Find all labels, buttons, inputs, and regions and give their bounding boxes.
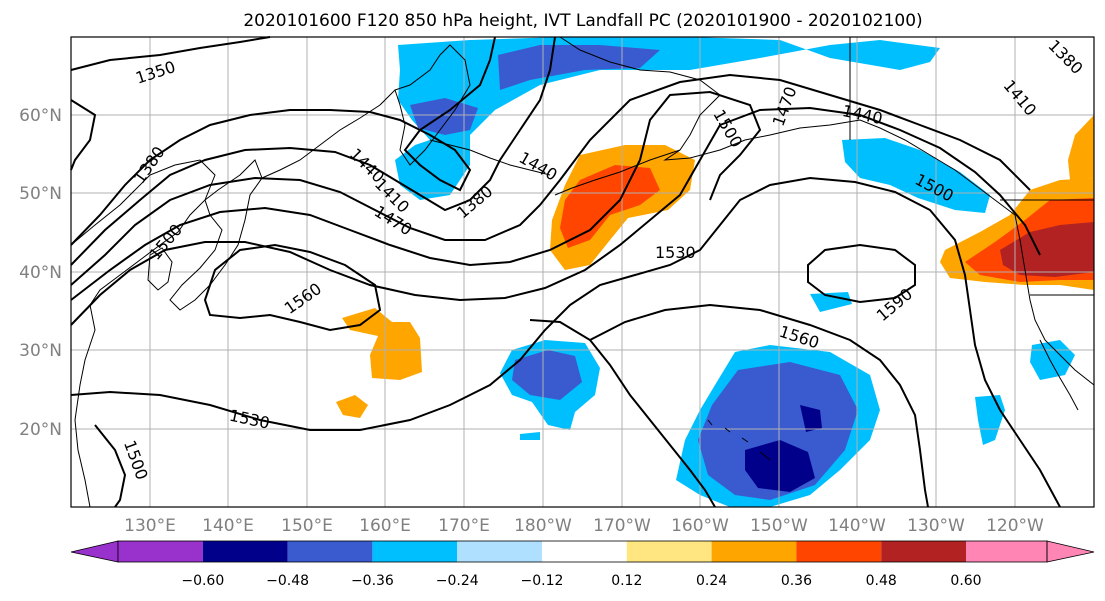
colorbar-tick-4: −0.24 — [436, 573, 479, 589]
colorbar-bin-3 — [287, 541, 373, 562]
lon-label-130w: 130°W — [907, 516, 965, 536]
neg-region-gulf-alaska — [842, 138, 990, 213]
contour-1350 — [70, 36, 271, 71]
colorbar-tick-10: 0.60 — [950, 573, 981, 589]
colorbar: −0.60 −0.48 −0.36 −0.24 −0.12 0.12 0.24 … — [70, 540, 1095, 589]
pos-region-bering-core — [560, 165, 660, 248]
coastline-hawaii — [707, 419, 771, 461]
neg-region-dateline-dark — [512, 350, 582, 400]
colorbar-extend-min — [70, 540, 119, 563]
pos-region-canada — [1068, 115, 1094, 180]
lon-label-150e: 150°E — [281, 516, 333, 536]
height-contours — [70, 36, 1061, 508]
colorbar-bin-9 — [796, 541, 882, 562]
ivt-shading — [336, 37, 1094, 507]
lat-label-50n: 50°N — [19, 184, 62, 204]
colorbar-bin-10 — [881, 541, 966, 562]
lon-label-170e: 170°E — [438, 516, 490, 536]
colorbar-frame — [117, 540, 1048, 563]
lat-label-60n: 60°N — [19, 106, 62, 126]
colorbar-extend-max — [1046, 540, 1095, 563]
neg-region-north-hawaii — [810, 292, 852, 312]
contour-1530 — [70, 176, 1061, 508]
map-frame — [70, 36, 1095, 508]
coastline-east-asia — [70, 159, 216, 508]
coastline-alaska-peninsula — [554, 149, 681, 196]
contour-label-19: 1530 — [655, 243, 696, 262]
lon-label-140w: 140°W — [828, 516, 886, 536]
lat-label-40n: 40°N — [19, 263, 62, 283]
colorbar-tick-9: 0.48 — [866, 573, 897, 589]
contour-1500 — [70, 106, 1041, 326]
neg-region-hawaii-dark — [745, 440, 815, 492]
figure-title: 2020101600 F120 850 hPa height, IVT Land… — [243, 11, 922, 31]
contour-1380 — [70, 36, 496, 246]
colorbar-bin-8 — [711, 541, 797, 562]
colorbar-bin-2 — [202, 541, 288, 562]
pos-region-west-pacific-2 — [336, 395, 368, 418]
neg-region-north-pacific-dark — [498, 45, 660, 90]
neg-region-small-1 — [520, 432, 540, 440]
coastline-aleutians — [429, 139, 551, 176]
colorbar-bin-4 — [372, 541, 458, 562]
contour-1590 — [807, 243, 916, 304]
contour-1440 — [70, 73, 1031, 286]
lat-axis-labels: 60°N 50°N 40°N 30°N 20°N — [19, 106, 62, 440]
colorbar-tick-7: 0.24 — [696, 573, 727, 589]
lat-label-30n: 30°N — [19, 341, 62, 361]
map-panel: 1350 1380 1500 1440 1410 1380 1440 1470 … — [70, 36, 1095, 508]
lon-label-180w: 180°W — [514, 516, 572, 536]
coastline-kamchatka — [394, 44, 471, 166]
lon-label-130e: 130°E — [124, 516, 176, 536]
neg-region-hawaii-dark-2 — [800, 405, 822, 432]
lon-label-160e: 160°E — [359, 516, 411, 536]
colorbar-bin-5 — [457, 541, 542, 562]
contour-1410 — [70, 36, 556, 266]
lon-axis-labels: 130°E 140°E 150°E 160°E 170°E 180°W 170°… — [124, 516, 1044, 536]
colorbar-bin-1 — [118, 541, 203, 562]
contour-1560 — [203, 243, 382, 332]
coastline-alaska — [559, 36, 1095, 386]
neg-region-east-pacific — [975, 395, 1005, 445]
coastline-kurils — [261, 89, 396, 179]
lon-label-170w: 170°W — [593, 516, 651, 536]
pos-region-west-pacific — [342, 308, 422, 380]
colorbar-tick-3: −0.36 — [351, 573, 394, 589]
contour-1560-east — [529, 303, 929, 508]
neg-region-hawaii-mid — [698, 362, 858, 500]
lon-label-120w: 120°W — [986, 516, 1044, 536]
colorbar-tick-8: 0.36 — [781, 573, 812, 589]
colorbar-bin-7 — [626, 541, 712, 562]
colorbar-bin-11 — [966, 541, 1047, 562]
lon-label-150w: 150°W — [750, 516, 808, 536]
lon-label-140e: 140°E — [202, 516, 254, 536]
contour-1380-west — [70, 99, 97, 171]
colorbar-tick-1: −0.60 — [181, 573, 224, 589]
colorbar-bin-6 — [542, 541, 627, 562]
lat-label-20n: 20°N — [19, 420, 62, 440]
contour-1470 — [70, 90, 762, 301]
coastline-baja — [1039, 339, 1079, 411]
colorbar-tick-6: 0.12 — [611, 573, 642, 589]
colorbar-tick-2: −0.48 — [266, 573, 309, 589]
lon-label-160w: 160°W — [671, 516, 729, 536]
contour-1500-south — [94, 424, 127, 508]
colorbar-tick-5: −0.12 — [521, 573, 564, 589]
coastline-korea — [147, 247, 173, 291]
